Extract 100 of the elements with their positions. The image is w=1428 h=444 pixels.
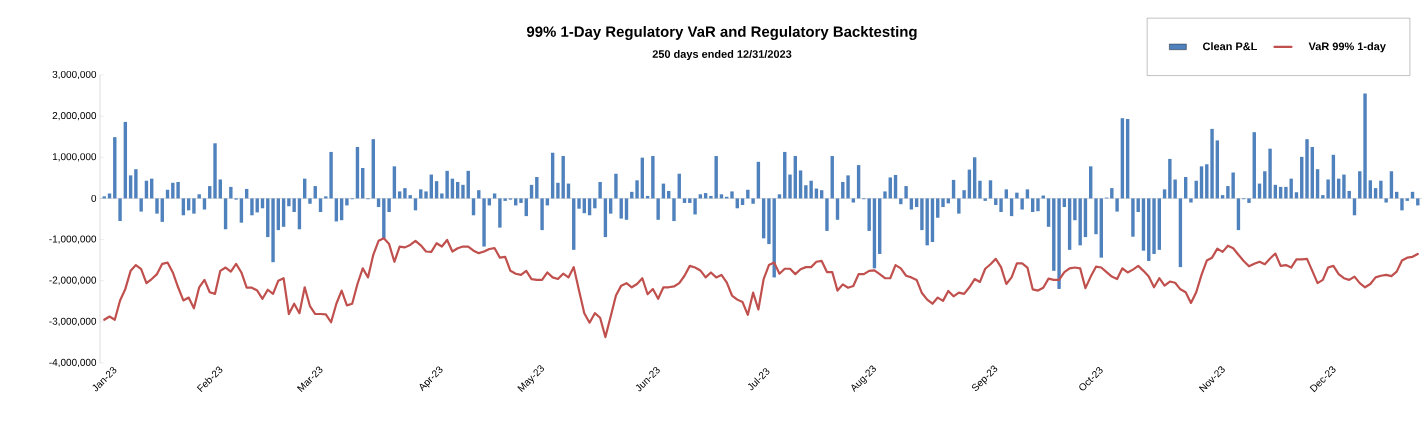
bar xyxy=(213,143,217,199)
bar xyxy=(1305,139,1309,199)
bar xyxy=(1189,198,1193,203)
bar xyxy=(1036,198,1040,212)
bar xyxy=(577,198,581,209)
y-tick-label: 0 xyxy=(91,194,97,202)
y-tick-label: -2,000,000 xyxy=(49,276,97,285)
bar xyxy=(535,177,539,199)
bar xyxy=(1094,198,1098,235)
chart-title: 99% 1-Day Regulatory VaR and Regulatory Backtesting xyxy=(526,25,917,40)
bar xyxy=(1379,180,1383,199)
bar xyxy=(608,198,613,214)
bar xyxy=(978,180,982,199)
bar xyxy=(682,198,687,203)
bar xyxy=(624,198,629,220)
bar xyxy=(582,198,586,214)
bar xyxy=(1057,198,1061,289)
bar xyxy=(688,198,692,203)
bar xyxy=(962,190,966,199)
bar xyxy=(614,173,618,199)
bar xyxy=(941,198,945,208)
bar xyxy=(656,198,660,220)
bar xyxy=(540,198,544,231)
bar xyxy=(899,198,903,205)
y-tick-label: -4,000,000 xyxy=(49,358,97,368)
bar xyxy=(1400,198,1404,211)
bar xyxy=(424,191,428,199)
bar xyxy=(1136,198,1140,212)
bar xyxy=(1030,198,1035,212)
bar xyxy=(1342,174,1346,199)
bar xyxy=(139,198,143,212)
bar xyxy=(197,194,201,199)
bar xyxy=(598,181,602,199)
y-tick-label: -3,000,000 xyxy=(49,317,97,326)
y-tick-label: 2,000,000 xyxy=(52,112,97,121)
bar xyxy=(1020,198,1024,210)
bar xyxy=(740,198,745,205)
bar xyxy=(1099,198,1103,258)
bar xyxy=(134,169,138,199)
bar xyxy=(909,198,914,210)
bar xyxy=(983,198,987,201)
bar xyxy=(651,156,655,199)
bar xyxy=(767,198,771,245)
bar xyxy=(1405,198,1409,201)
bar xyxy=(846,175,850,199)
bar xyxy=(1384,198,1388,203)
bar xyxy=(239,198,244,223)
bar xyxy=(693,198,697,215)
bar xyxy=(883,191,887,199)
bar xyxy=(1152,198,1156,254)
bar xyxy=(160,198,164,222)
bar xyxy=(1110,188,1114,199)
y-tick-label: 3,000,000 xyxy=(52,70,97,80)
bar xyxy=(229,186,233,199)
bar xyxy=(1115,198,1119,212)
bar xyxy=(318,198,323,212)
bar xyxy=(118,198,122,222)
bar xyxy=(904,186,908,199)
bar xyxy=(730,191,734,199)
line-series xyxy=(103,237,1419,339)
bar xyxy=(593,198,597,209)
chart-subtitle: 250 days ended 12/31/2023 xyxy=(652,49,792,61)
bar xyxy=(936,198,940,218)
bar xyxy=(155,198,159,214)
bar xyxy=(635,180,639,199)
bar xyxy=(1062,198,1067,208)
y-tick-label: 1,000,000 xyxy=(52,153,97,162)
bar xyxy=(825,198,829,231)
legend-label: VaR 99% 1-day xyxy=(1308,42,1386,53)
bar xyxy=(746,189,750,199)
bar xyxy=(835,198,840,220)
bar xyxy=(1131,198,1135,237)
bar xyxy=(914,198,919,208)
legend-label: Clean P&L xyxy=(1203,42,1258,51)
bar xyxy=(281,198,286,227)
bar xyxy=(672,198,676,222)
bar xyxy=(524,198,528,217)
bar xyxy=(376,198,381,208)
bar xyxy=(1046,198,1051,227)
bar xyxy=(994,198,998,205)
bar xyxy=(461,184,465,199)
bar xyxy=(957,198,961,214)
y-tick-label: -1,000,000 xyxy=(49,235,97,244)
bar xyxy=(403,188,407,199)
bar xyxy=(788,174,792,199)
bar xyxy=(999,198,1003,212)
bar xyxy=(482,198,486,247)
bar xyxy=(1363,93,1367,199)
bar xyxy=(192,198,196,214)
bar xyxy=(202,198,207,210)
bar xyxy=(1210,128,1214,199)
bar xyxy=(751,198,755,204)
bar xyxy=(1247,198,1251,203)
bar xyxy=(271,198,275,263)
bar xyxy=(308,198,312,204)
bar xyxy=(1009,198,1014,217)
bar xyxy=(851,198,856,203)
bar xyxy=(250,198,254,216)
bar xyxy=(1015,192,1019,199)
bar xyxy=(619,198,623,219)
